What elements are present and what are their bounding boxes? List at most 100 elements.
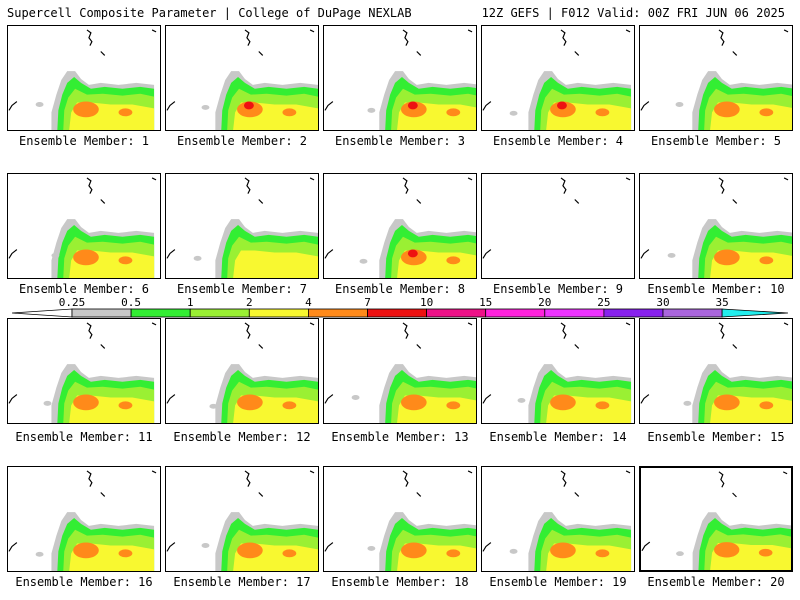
- scp-contour-orange: [400, 394, 427, 411]
- ensemble-member-label: Ensemble Member: 18: [331, 575, 469, 589]
- colorbar-tick-label: 7: [364, 296, 371, 309]
- member-map: [166, 470, 318, 571]
- scp-contour-orange: [118, 256, 133, 265]
- ensemble-map-panel[interactable]: [7, 466, 161, 572]
- ensemble-member-label: Ensemble Member: 17: [173, 575, 311, 589]
- member-map: [166, 29, 318, 130]
- coastline-line: [100, 199, 106, 204]
- ensemble-member-label: Ensemble Member: 8: [334, 282, 466, 296]
- colorbar-tick-label: 35: [715, 296, 728, 309]
- ensemble-member-label: Ensemble Member: 5: [650, 134, 782, 148]
- coastline-line: [86, 322, 93, 339]
- scp-contour-gray: [193, 255, 202, 261]
- scp-contour-orange: [73, 542, 99, 559]
- coastline-line: [482, 394, 492, 404]
- scp-contour-orange: [282, 108, 297, 117]
- member-map: [324, 29, 476, 130]
- member-map: [482, 177, 631, 259]
- scp-contour-orange: [237, 542, 263, 559]
- scp-contour-orange: [595, 549, 610, 558]
- scp-contour-gray: [675, 102, 684, 107]
- scp-contour-orange: [237, 394, 263, 411]
- coastline-line: [625, 470, 631, 474]
- ensemble-map-panel[interactable]: [165, 318, 319, 424]
- scp-contour-red: [557, 101, 567, 110]
- coastline-line: [718, 177, 725, 194]
- coastline-line: [574, 344, 580, 349]
- ensemble-map-panel[interactable]: [639, 25, 793, 131]
- scp-contour-orange: [282, 401, 297, 410]
- coastline-line: [467, 470, 473, 474]
- coastline-line: [560, 470, 567, 487]
- scp-contour-orange: [400, 249, 427, 266]
- colorbar-segment: [248, 308, 309, 318]
- colorbar-tick-label: 15: [479, 296, 492, 309]
- scp-contour-orange: [118, 549, 133, 558]
- colorbar-tick-label: 30: [656, 296, 669, 309]
- member-map: [8, 470, 157, 571]
- colorbar-segment: [71, 308, 132, 318]
- scp-contour-gray: [43, 400, 52, 406]
- coastline-line: [560, 29, 567, 46]
- ensemble-map-panel[interactable]: [165, 466, 319, 572]
- scp-contour-red: [407, 249, 418, 258]
- scp-contour-gray: [35, 102, 44, 107]
- coastline-line: [467, 177, 473, 181]
- member-map: [324, 322, 476, 423]
- scp-contour-orange: [400, 542, 427, 559]
- coastline-line: [560, 322, 567, 339]
- ensemble-map-panel[interactable]: [165, 173, 319, 279]
- ensemble-map-panel[interactable]: [639, 318, 793, 424]
- member-map: [8, 177, 157, 278]
- coastline-line: [783, 177, 789, 181]
- ensemble-member-label: Ensemble Member: 13: [331, 430, 469, 444]
- coastline-line: [100, 492, 106, 497]
- coastline-line: [309, 177, 315, 181]
- ensemble-map-panel[interactable]: [639, 466, 793, 572]
- ensemble-map-panel[interactable]: [481, 466, 635, 572]
- coastline-line: [718, 471, 725, 488]
- scp-contour-orange: [714, 101, 740, 118]
- ensemble-map-panel[interactable]: [165, 25, 319, 131]
- coastline-line: [402, 470, 409, 487]
- coastline-line: [258, 492, 264, 497]
- scp-contour-gray: [35, 551, 44, 557]
- ensemble-member-label: Ensemble Member: 2: [176, 134, 308, 148]
- ensemble-map-panel[interactable]: [323, 173, 477, 279]
- ensemble-map-panel[interactable]: [323, 25, 477, 131]
- ensemble-map-panel[interactable]: [481, 318, 635, 424]
- page-title: Supercell Composite Parameter | College …: [7, 6, 412, 20]
- ensemble-member-label: Ensemble Member: 9: [492, 282, 624, 296]
- scp-contour-red: [407, 101, 418, 110]
- coastline-line: [244, 322, 251, 339]
- member-map: [482, 470, 632, 571]
- coastline-line: [732, 199, 738, 204]
- scp-contour-orange: [758, 548, 773, 557]
- scp-contour-orange: [400, 101, 427, 118]
- ensemble-map-panel[interactable]: [323, 318, 477, 424]
- coastline-line: [732, 51, 738, 56]
- ensemble-map-panel[interactable]: [639, 173, 793, 279]
- coastline-line: [166, 542, 176, 552]
- scp-contour-orange: [595, 108, 610, 117]
- scp-contour-gray: [517, 397, 526, 403]
- ensemble-map-panel[interactable]: [7, 173, 161, 279]
- coastline-line: [402, 322, 409, 339]
- scp-contour-yellow: [233, 250, 318, 278]
- coastline-line: [8, 542, 18, 552]
- ensemble-map-panel[interactable]: [7, 318, 161, 424]
- coastline-line: [309, 322, 315, 326]
- coastline-line: [783, 29, 789, 33]
- ensemble-map-panel[interactable]: [481, 25, 635, 131]
- coastline-line: [244, 470, 251, 487]
- coastline-line: [625, 29, 631, 33]
- ensemble-map-panel[interactable]: [7, 25, 161, 131]
- ensemble-map-panel[interactable]: [323, 466, 477, 572]
- model-run-info: 12Z GEFS | F012 Valid: 00Z FRI JUN 06 20…: [481, 6, 785, 20]
- coastline-line: [560, 177, 567, 194]
- colorbar-segment: [130, 308, 191, 318]
- member-map: [640, 322, 792, 423]
- member-map: [482, 322, 632, 423]
- ensemble-map-panel[interactable]: [481, 173, 635, 279]
- ensemble-member-label: Ensemble Member: 10: [647, 282, 785, 296]
